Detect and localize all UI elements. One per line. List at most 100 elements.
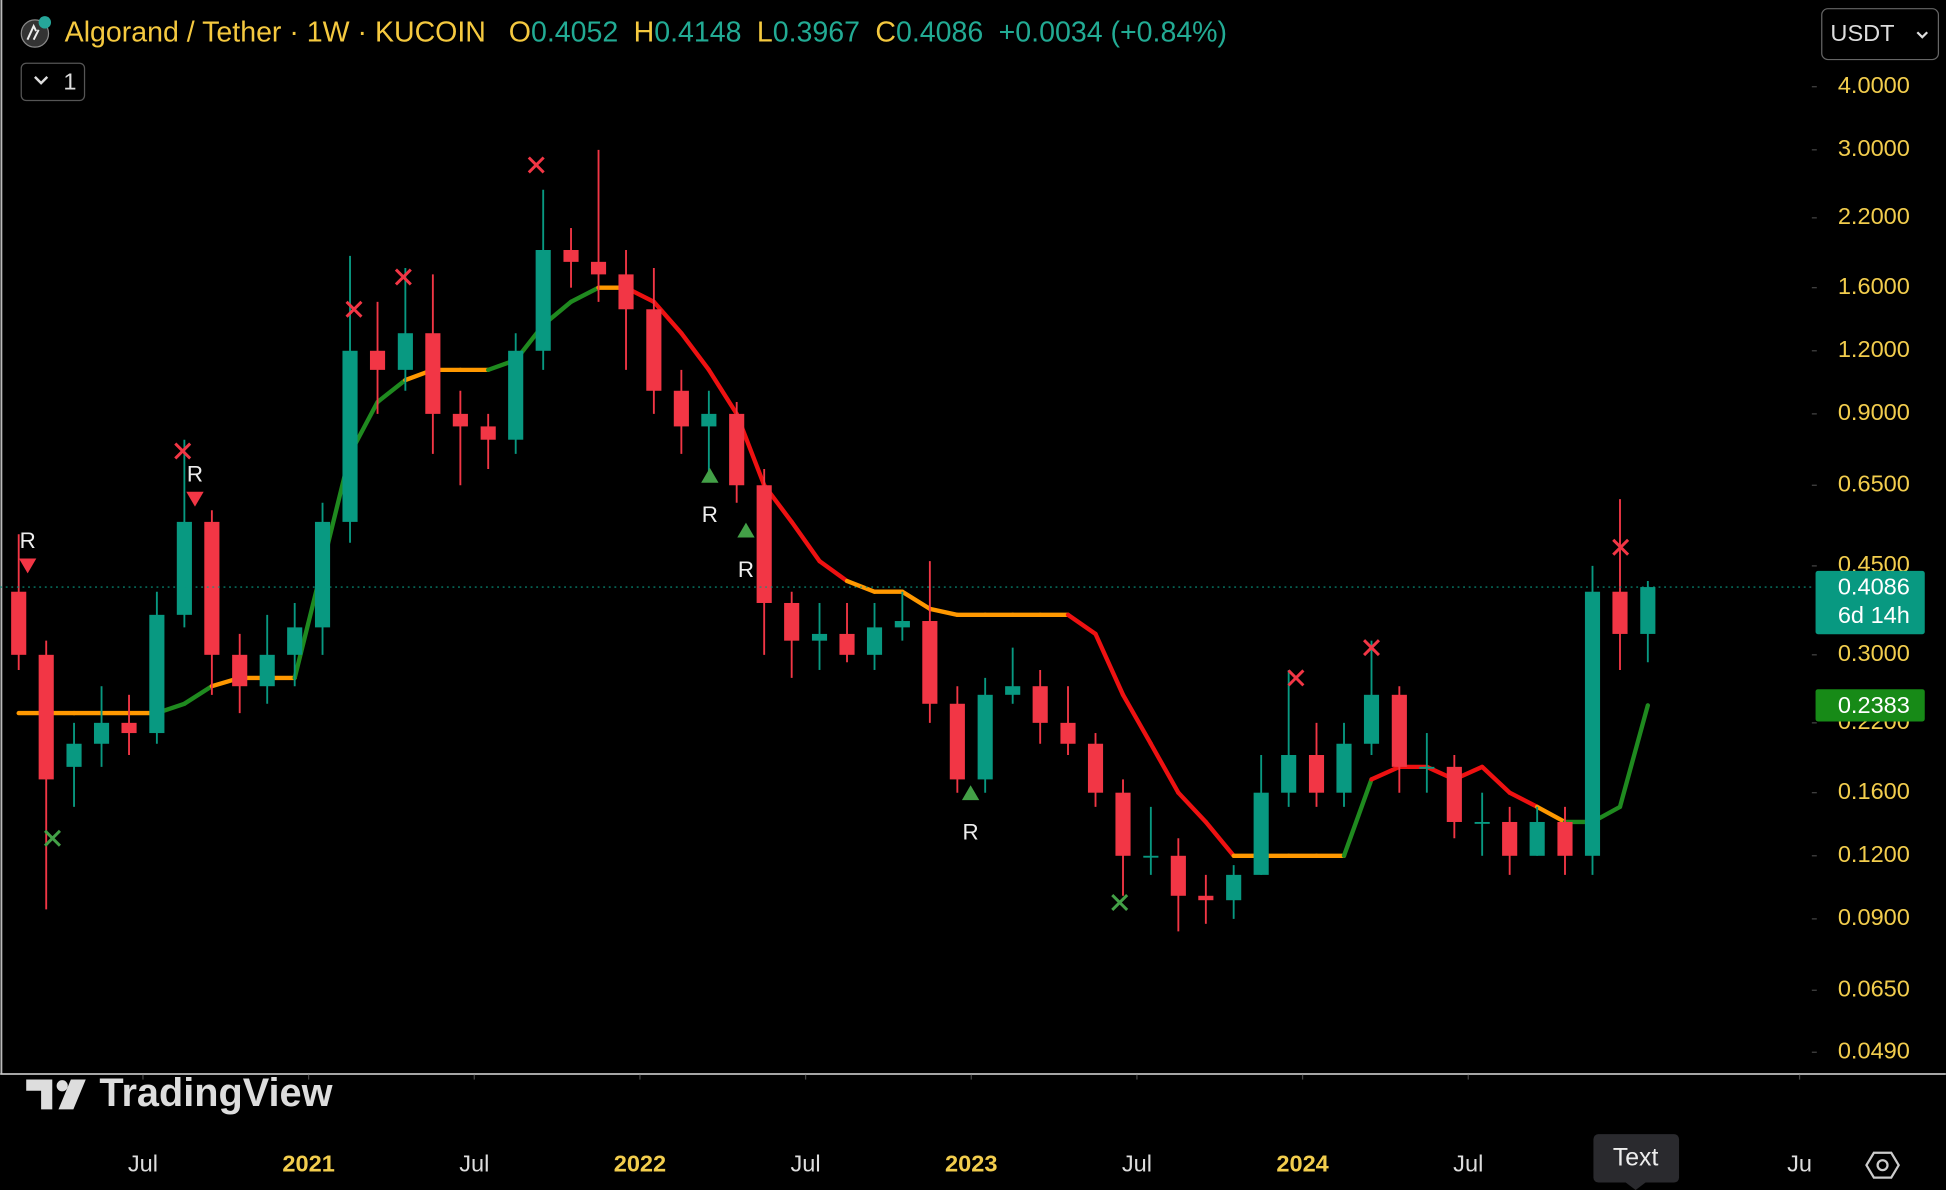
signal-triangle <box>701 467 719 483</box>
trail-segment <box>651 299 684 336</box>
candle-body <box>977 694 993 780</box>
candle-body <box>1281 755 1297 793</box>
candle-body <box>314 521 331 628</box>
settings-button[interactable] <box>1865 1151 1900 1179</box>
x-tick-label: Jul <box>791 1150 821 1176</box>
candle-body <box>1529 821 1545 856</box>
signal-cross <box>44 829 62 847</box>
trail-segment <box>706 367 739 417</box>
trail-segment <box>900 589 933 612</box>
signal-label: R <box>738 557 754 582</box>
trail-segment <box>1065 612 1098 637</box>
candle-body <box>149 614 165 734</box>
candle-body <box>1170 855 1186 896</box>
x-tick-label: 2024 <box>1276 1150 1328 1176</box>
candle-body <box>66 743 82 767</box>
candle-body <box>1419 766 1435 769</box>
candle-body <box>508 350 524 440</box>
price-axis <box>1811 0 1946 1074</box>
trail-segment <box>1093 631 1126 697</box>
candle-body <box>646 309 662 391</box>
candle-body <box>1336 743 1352 793</box>
candle-body <box>1115 792 1131 856</box>
candle-body <box>1143 855 1159 858</box>
plot-area: R R R R R <box>0 149 1812 932</box>
signal-cross <box>1111 893 1129 911</box>
candle-body <box>922 621 938 704</box>
y-tick-label: 0.0650 <box>1838 975 1910 1001</box>
trail-segment <box>1341 777 1374 858</box>
logo-text: TradingView <box>99 1071 332 1115</box>
ohlc-value: 0.3967 <box>773 16 860 48</box>
y-tick-label: 0.3000 <box>1838 640 1910 666</box>
candle-body <box>729 413 745 486</box>
signal-cross <box>1287 669 1305 687</box>
currency-select[interactable]: USDT <box>1821 8 1940 61</box>
candle-body <box>480 426 496 440</box>
signal-label: R <box>702 502 718 527</box>
signal-label: R <box>963 820 979 845</box>
candle-body <box>563 249 579 262</box>
candle-body <box>93 722 110 744</box>
candle-body <box>232 654 248 687</box>
candle-body <box>1474 821 1490 824</box>
y-tick-label: 0.1200 <box>1838 841 1910 867</box>
countdown-label: 6d 14h <box>1838 602 1910 628</box>
indicator-toggle[interactable]: 1 <box>20 62 86 102</box>
trail-segment <box>568 285 601 305</box>
x-tick-label: Ju <box>1787 1150 1812 1176</box>
candle-body <box>1391 694 1407 767</box>
trail-segment <box>1479 764 1512 795</box>
logo: TradingView <box>26 1071 333 1115</box>
ohlc-letter: C <box>875 16 896 48</box>
candle-body <box>287 627 303 655</box>
time-axis-labels: Jul 2021 Jul 2022 Jul 2023 Jul 2024 Jul Ju <box>128 1074 1812 1176</box>
candle-body <box>839 633 855 655</box>
signal-cross <box>394 268 412 286</box>
price-axis-labels: 4.0000 3.0000 2.2000 1.6000 1.2000 0.9000 0.65… <box>1811 72 1910 1063</box>
trail-segment <box>1507 790 1540 810</box>
y-tick-label: 0.0490 <box>1838 1037 1910 1063</box>
candle-body <box>1584 591 1601 856</box>
trail-segment <box>844 578 877 594</box>
last-price-tag <box>1815 570 1925 635</box>
trail-segment <box>679 331 712 373</box>
y-tick-label: 1.6000 <box>1838 273 1910 299</box>
candle-body <box>894 621 910 628</box>
signal-triangle <box>186 491 204 507</box>
signal-cross <box>174 442 192 460</box>
ohlc-value: 0.4148 <box>654 16 741 48</box>
candle-body <box>11 591 27 655</box>
ohlc-value: 0.4052 <box>531 16 618 48</box>
candle-body <box>342 350 358 522</box>
candle-body <box>590 261 607 275</box>
candle-body <box>756 485 772 603</box>
candle-body <box>1060 722 1076 744</box>
ohlc-value: 0.4086 <box>896 16 983 48</box>
candle-body <box>204 521 220 655</box>
y-tick-label: 0.9000 <box>1838 399 1910 425</box>
trail-segment <box>1203 819 1236 858</box>
indicator-count: 1 <box>63 68 76 94</box>
candle-body <box>1032 686 1048 723</box>
y-tick-label: 4.0000 <box>1838 72 1910 98</box>
trail-segment <box>1148 741 1181 795</box>
candle-body <box>452 413 468 427</box>
x-tick-label: 2021 <box>282 1150 334 1176</box>
trail-tag-label: 0.2383 <box>1838 692 1910 718</box>
signal-triangle <box>737 522 755 538</box>
candle-body <box>369 350 386 370</box>
candle-body <box>1363 694 1380 744</box>
signal-cross <box>527 156 545 174</box>
trail-segment <box>789 519 822 564</box>
signal-triangle <box>18 558 37 574</box>
y-tick-label: 1.2000 <box>1838 336 1910 362</box>
currency-label: USDT <box>1830 20 1894 46</box>
candle-body <box>618 274 634 310</box>
x-tick-label: Jul <box>1453 1150 1483 1176</box>
ohlc-letter: O <box>509 16 531 48</box>
signal-cross <box>1363 639 1381 657</box>
candle-body <box>1226 874 1242 901</box>
trail-segment <box>1120 692 1154 746</box>
